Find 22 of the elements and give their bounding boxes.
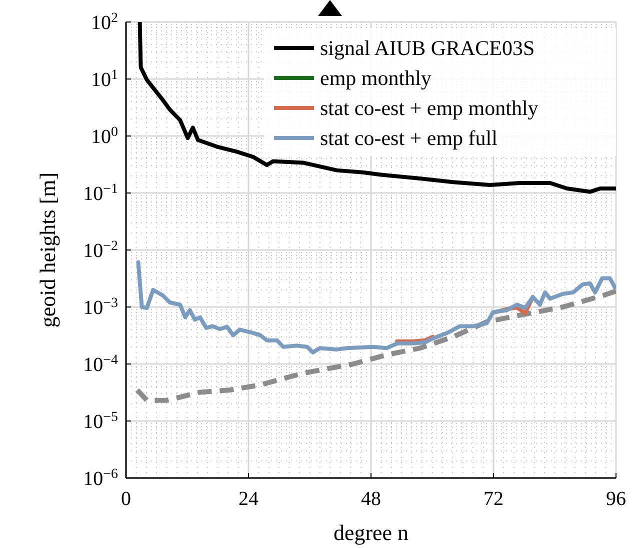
legend-label: stat co-est + emp monthly [320, 96, 539, 120]
y-tick-label: 10$^{−3}$ [83, 296, 118, 319]
x-tick-label: 0 [121, 488, 131, 510]
legend-label: signal AIUB GRACE03S [320, 36, 535, 60]
x-tick-label: 72 [484, 488, 504, 510]
y-tick-label: 10$^{2}$ [91, 10, 118, 34]
legend-label: stat co-est + emp full [320, 126, 498, 150]
x-axis-title: degree n [333, 520, 409, 545]
legend-label: emp monthly [320, 66, 432, 90]
y-tick-label: 10$^{−1}$ [83, 182, 118, 205]
y-tick-label: 10$^{−5}$ [83, 410, 118, 433]
y-tick-label: 10$^{−4}$ [83, 352, 118, 376]
x-tick-label: 96 [606, 488, 626, 510]
x-tick-label: 24 [238, 488, 258, 510]
y-tick-label: 10$^{−6}$ [83, 466, 118, 490]
line-series [136, 260, 616, 354]
y-tick-label: 10$^{0}$ [91, 124, 118, 148]
x-tick-label: 48 [361, 488, 381, 510]
y-axis-title: geoid heights [m] [35, 172, 60, 328]
y-tick-label: 10$^{−2}$ [83, 238, 118, 262]
y-tick-label: 10$^{1}$ [91, 68, 118, 91]
line-series [138, 22, 616, 194]
